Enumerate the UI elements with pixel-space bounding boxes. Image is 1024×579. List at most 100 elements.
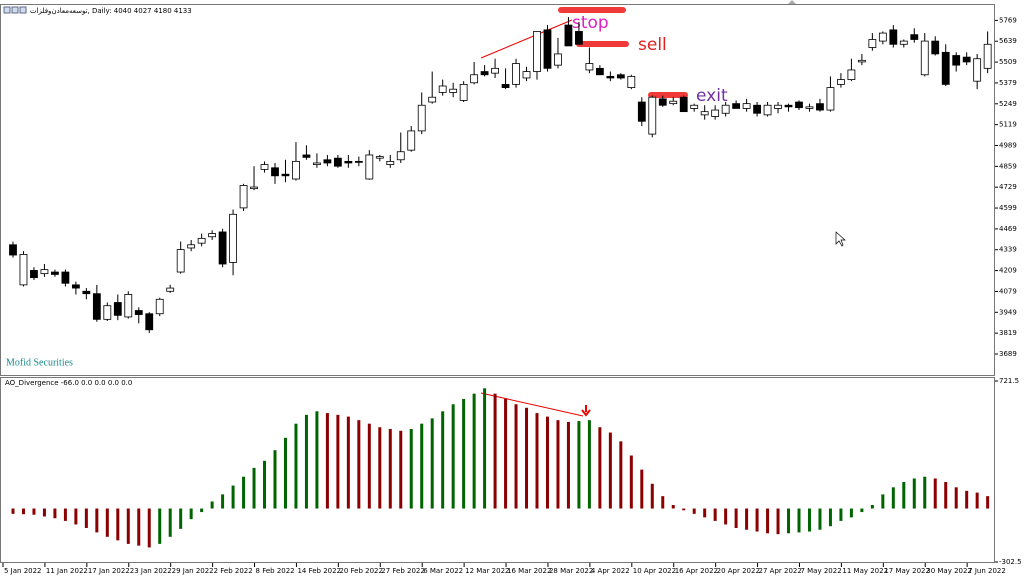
- x-tick-label: 11 May 2022: [842, 567, 888, 575]
- candle-body: [637, 101, 646, 122]
- y-tick-label: 3819: [999, 329, 1017, 337]
- bar: [671, 504, 675, 509]
- bar: [640, 469, 644, 509]
- candle-body: [375, 156, 384, 159]
- candle-body: [480, 71, 489, 76]
- bar: [975, 492, 979, 509]
- bar: [566, 421, 570, 509]
- candle-body: [889, 29, 898, 45]
- bar: [105, 508, 109, 537]
- candle-body: [805, 106, 814, 109]
- x-tick-label: 6 Mar 2022: [423, 567, 463, 575]
- annotation: stop: [572, 13, 609, 33]
- candle-body: [365, 154, 374, 180]
- icon: [19, 6, 27, 14]
- candle-body: [438, 85, 447, 93]
- candle-body: [292, 160, 300, 180]
- candle-body: [176, 249, 185, 273]
- y-tick-label: 721.5: [999, 377, 1019, 385]
- bar: [608, 432, 612, 509]
- bar: [682, 508, 686, 511]
- bar: [661, 496, 665, 509]
- candle-body: [763, 104, 772, 116]
- bar: [933, 478, 937, 509]
- bar: [923, 476, 927, 509]
- candle-body: [564, 24, 573, 47]
- x-tick-label: 8 Feb 2022: [256, 567, 295, 575]
- bar: [713, 508, 717, 521]
- bar: [776, 508, 780, 535]
- x-tick-label: 16 Mar 2022: [507, 567, 551, 575]
- bar: [724, 508, 728, 525]
- candle-body: [837, 79, 845, 85]
- candle-body: [71, 284, 80, 289]
- x-tick-label: 14 Feb 2022: [297, 567, 341, 575]
- bar: [325, 413, 329, 509]
- y-tick-label: 4859: [999, 162, 1017, 170]
- candle-body: [742, 103, 751, 109]
- candle-body: [774, 104, 782, 109]
- bar: [965, 490, 969, 509]
- bar: [839, 508, 843, 521]
- candle-body: [459, 83, 468, 101]
- candle-body: [690, 104, 699, 109]
- candle-body: [491, 67, 499, 74]
- y-tick-label: 3949: [999, 308, 1017, 316]
- bar: [692, 508, 696, 514]
- candle-body: [134, 310, 143, 315]
- cursor: [835, 231, 846, 247]
- bar: [745, 508, 749, 530]
- candle-body: [396, 151, 405, 161]
- candle-body: [250, 186, 258, 190]
- candle-body: [218, 231, 227, 265]
- x-tick-label: 29 Jan 2022: [172, 567, 214, 575]
- bar: [598, 427, 602, 509]
- bar: [545, 416, 549, 509]
- candle-body: [679, 96, 688, 113]
- bar: [200, 508, 204, 513]
- bar: [849, 508, 853, 518]
- sell-level: [576, 41, 629, 47]
- bar: [703, 508, 707, 518]
- bar: [126, 508, 130, 544]
- y-tick-label: 4599: [999, 204, 1017, 212]
- candle-body: [522, 71, 531, 79]
- bar: [189, 508, 193, 520]
- candle-body: [648, 96, 657, 135]
- y-tick-label: 4209: [999, 267, 1017, 275]
- bar: [734, 508, 738, 528]
- x-tick-label: 27 Apr 2022: [759, 567, 802, 575]
- bar: [95, 508, 99, 533]
- candle-body: [30, 270, 38, 279]
- candle-body: [82, 290, 91, 295]
- candle-body: [302, 154, 311, 158]
- candle-body: [753, 104, 761, 114]
- indicator-pane: [0, 377, 995, 563]
- bar: [388, 428, 392, 509]
- watermark: Mofid Securities: [6, 357, 73, 368]
- bar: [304, 414, 308, 509]
- candle-body: [40, 269, 49, 275]
- candle-body: [700, 111, 709, 116]
- bar: [483, 388, 487, 509]
- x-tick-label: 7 May 2022: [800, 567, 841, 575]
- stop-level: [558, 7, 626, 13]
- bar: [902, 482, 906, 509]
- candle-body: [470, 74, 479, 84]
- bar: [912, 478, 916, 509]
- bar: [629, 455, 633, 509]
- candle-body: [124, 294, 133, 318]
- bar: [944, 482, 948, 509]
- candle-body: [899, 40, 908, 45]
- annotation: exit: [696, 86, 728, 106]
- candle-body: [868, 39, 877, 48]
- candle-body: [847, 69, 856, 80]
- y-tick-label: 4469: [999, 225, 1017, 233]
- x-tick-label: 4 Apr 2022: [591, 567, 630, 575]
- x-tick-label: 5 Jan 2022: [4, 567, 42, 575]
- bar: [273, 450, 277, 509]
- bar: [619, 441, 623, 509]
- candle-body: [113, 302, 122, 316]
- candle-body: [281, 173, 290, 177]
- candle-body: [575, 31, 583, 45]
